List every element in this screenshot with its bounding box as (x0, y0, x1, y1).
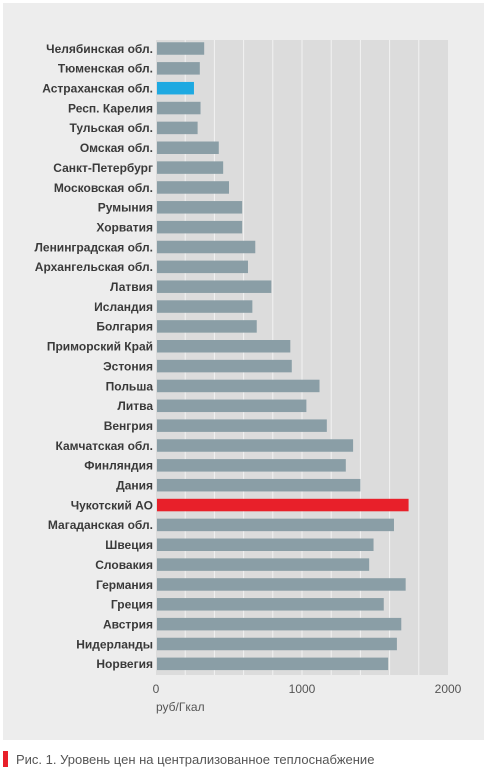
x-tick-label: 0 (153, 682, 160, 696)
bar (157, 121, 198, 135)
category-label: Болгария (96, 320, 153, 334)
category-label: Австрия (103, 617, 153, 631)
bar (157, 220, 243, 234)
bar (157, 598, 384, 611)
bar (157, 141, 219, 154)
category-label: Омская обл. (80, 141, 153, 155)
category-label: Чукотский АО (71, 498, 153, 512)
chart-panel: Челябинская обл. Тюменская обл. Астраханск… (3, 3, 484, 740)
category-label: Латвия (110, 280, 153, 294)
category-label: Московская обл. (54, 181, 153, 195)
category-label: Греция (111, 598, 153, 612)
bar (157, 181, 229, 194)
bar (157, 578, 406, 591)
bar (157, 478, 361, 492)
category-label: Тульская обл. (70, 121, 153, 135)
category-label: Словакия (95, 558, 153, 572)
category-label: Норвегия (96, 657, 153, 671)
x-axis-label: руб/Гкал (156, 700, 205, 714)
category-label: Финляндия (84, 459, 153, 473)
bar (157, 340, 291, 353)
category-label: Респ. Карелия (68, 101, 153, 115)
category-label: Хорватия (96, 220, 153, 234)
category-label: Ленинградская обл. (34, 240, 153, 254)
category-label: Нидерланды (76, 637, 153, 651)
caption-marker (3, 751, 8, 767)
bar (157, 62, 200, 75)
category-label: Германия (96, 578, 153, 592)
bar (157, 101, 201, 115)
bar (157, 657, 389, 671)
figure-caption: Рис. 1. Уровень цен на централизованное … (3, 748, 374, 770)
bar (157, 161, 224, 174)
x-tick-label: 1000 (289, 682, 316, 696)
bar (157, 300, 253, 313)
bar (157, 260, 248, 274)
bar (157, 419, 327, 432)
category-label: Челябинская обл. (46, 42, 153, 56)
caption-text: Рис. 1. Уровень цен на централизованное … (16, 751, 375, 767)
category-label: Литва (117, 399, 153, 413)
bar (157, 201, 243, 214)
bar (157, 637, 397, 651)
category-label: Швеция (105, 538, 153, 552)
bar (157, 538, 374, 551)
bar-chart: Челябинская обл. Тюменская обл. Астраханск… (34, 40, 462, 714)
category-label: Польша (106, 379, 154, 393)
bar (157, 320, 257, 333)
category-label: Эстония (103, 359, 153, 373)
bar (157, 558, 370, 571)
category-label: Румыния (98, 201, 153, 215)
x-tick-label: 2000 (435, 682, 462, 696)
bar (157, 459, 346, 472)
category-label: Приморский Край (47, 340, 153, 354)
bar (157, 617, 402, 631)
category-label: Венгрия (104, 419, 153, 433)
category-label: Дания (116, 479, 153, 493)
category-label: Магаданская обл. (48, 518, 153, 532)
bar (157, 379, 320, 393)
category-label: Астраханская обл. (42, 82, 153, 96)
category-label: Камчатская обл. (56, 439, 153, 453)
bar (157, 359, 292, 373)
bar (157, 42, 205, 55)
bar (157, 518, 394, 532)
category-label: Санкт-Петербург (53, 161, 153, 175)
bar (157, 399, 307, 413)
bar (157, 280, 272, 293)
bar (157, 439, 354, 452)
bar (157, 81, 194, 95)
category-label: Тюменская обл. (58, 62, 153, 76)
category-label: Архангельская обл. (35, 260, 153, 274)
bar (157, 498, 409, 512)
bar (157, 240, 256, 254)
category-label: Исландия (94, 300, 153, 314)
